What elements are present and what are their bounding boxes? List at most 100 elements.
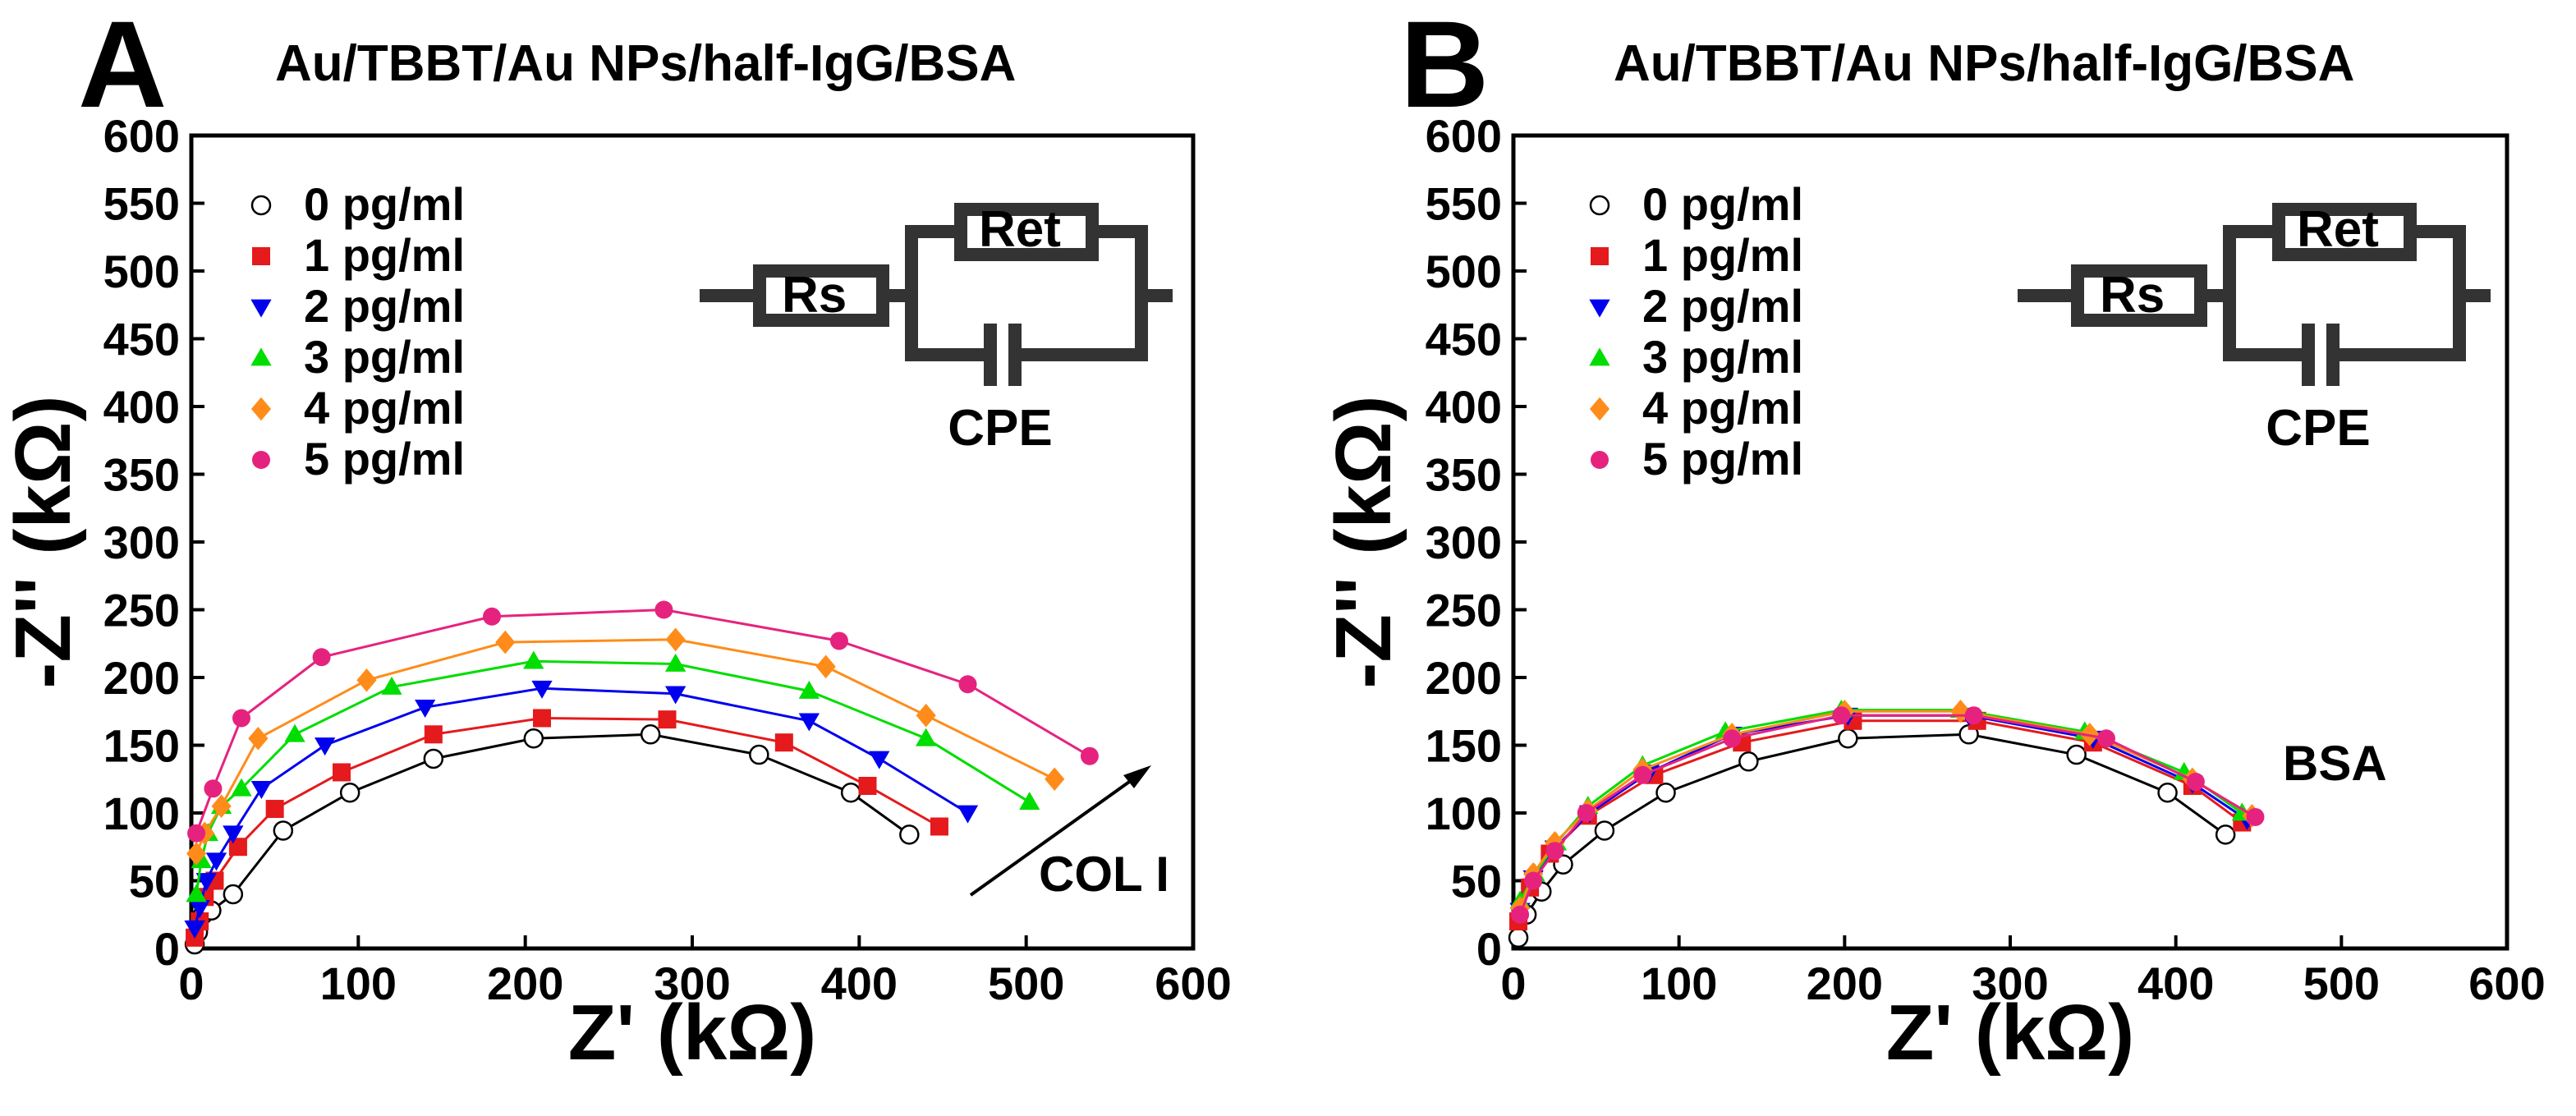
panel-b-y-tick-label-1: 50 xyxy=(1451,856,1502,907)
panel-a: A Au/TBBT/Au NPs/half-IgG/BSA 0 100 200 300… xyxy=(0,0,1232,1077)
legend-b-label-4: 4 pg/ml xyxy=(1642,382,1803,434)
panel-b-x-tick-label-6: 600 xyxy=(2468,958,2545,1009)
panel-a-ticks: 0 100 200 300 400 500 600 0 50 100 150 200 250 300 350… xyxy=(103,110,1232,1009)
panel-b-series-0-point-6 xyxy=(1738,751,1759,772)
panel-a-series-2-point-11 xyxy=(869,751,890,769)
panel-b-series-0-point-0 xyxy=(1508,927,1529,948)
panel-a-series-2-point-5 xyxy=(250,780,273,799)
legend-a-label-3: 3 pg/ml xyxy=(304,331,465,383)
panel-b-series-0-point-11 xyxy=(2215,824,2236,845)
panel-a-series-3-point-7 xyxy=(523,650,544,669)
panel-a-x-tick-label-2: 200 xyxy=(487,958,563,1009)
panel-a-y-tick-label-10: 500 xyxy=(103,246,180,297)
panel-a-y-axis-label: -Z'' (kΩ) xyxy=(0,395,87,688)
panel-b-y-tick-label-5: 250 xyxy=(1426,585,1502,636)
panel-b-series-0-line xyxy=(1517,733,2227,939)
panel-a-legend-marker-5 xyxy=(252,451,270,469)
panel-a-legend-marker-2 xyxy=(250,299,272,318)
panel-b-series-0-point-5 xyxy=(1655,783,1676,803)
panel-b-series-5-point-6 xyxy=(1832,706,1851,725)
panel-b-equivalent-circuit: Rs Ret CPE xyxy=(2018,201,2491,457)
panel-b-y-tick-label-2: 100 xyxy=(1426,788,1502,839)
panel-a-series-3-line xyxy=(195,659,1031,895)
panel-a-series-4-point-8 xyxy=(916,703,936,728)
panel-b-series-5-point-4 xyxy=(1633,765,1652,784)
panel-b-series-5-point-0 xyxy=(1511,905,1530,924)
panel-a-series-2-point-6 xyxy=(315,737,336,756)
panel-b-y-tick-label-10: 500 xyxy=(1426,246,1502,297)
panel-a-series-5-point-0 xyxy=(187,824,206,843)
panel-a-series-3-point-10 xyxy=(916,728,937,746)
panel-b-series-0-point-9 xyxy=(2066,744,2087,765)
panel-a-series-0-point-5 xyxy=(273,820,294,841)
panel-b-series-5-point-2 xyxy=(1545,842,1564,861)
panel-a-legend-marker-3 xyxy=(250,347,272,366)
panel-b-x-axis-label: Z' (kΩ) xyxy=(1886,989,2134,1077)
circuit-b-branch-right xyxy=(2331,225,2466,361)
circuit-a-ret-label: Ret xyxy=(979,201,1061,258)
panel-a-y-tick-label-0: 0 xyxy=(154,923,180,975)
legend-a-label-4: 4 pg/ml xyxy=(304,382,465,434)
panel-a-letter: A xyxy=(78,0,167,133)
panel-b-series-0-point-7 xyxy=(1838,728,1858,749)
panel-a-series-0-point-9 xyxy=(640,724,661,745)
panel-a-series-2-point-9 xyxy=(665,686,686,705)
panel-a-series-2-point-4 xyxy=(223,825,244,844)
panel-a-series-1-point-7 xyxy=(424,725,443,744)
panel-a-y-tick-label-6: 300 xyxy=(103,517,180,568)
panel-a-legend-markers xyxy=(250,195,272,469)
panel-a-legend-marker-1 xyxy=(252,247,270,265)
panel-b-legend-marker-4 xyxy=(1589,397,1610,421)
panel-a-series-1-point-12 xyxy=(930,817,948,836)
panel-b-legend: 0 pg/ml 1 pg/ml 2 pg/ml 3 pg/ml 4 pg/ml … xyxy=(1589,178,1803,485)
panel-a-series-4-point-3 xyxy=(248,726,269,751)
panel-b-y-tick-label-7: 350 xyxy=(1426,449,1502,501)
panel-b-series xyxy=(1508,699,2265,948)
panel-a-equivalent-circuit: Rs Ret CPE xyxy=(700,201,1173,457)
panel-b-y-tick-label-6: 300 xyxy=(1426,517,1502,568)
panel-a-series-2-point-1 xyxy=(189,900,210,919)
panel-b-y-tick-label-0: 0 xyxy=(1476,923,1502,975)
panel-a-series-4-point-0 xyxy=(186,842,207,866)
panel-a-legend-marker-0 xyxy=(250,195,272,216)
panel-b-x-tick-label-2: 200 xyxy=(1807,958,1883,1009)
panel-a-y-tick-label-9: 450 xyxy=(103,314,180,365)
panel-a-series-4-line xyxy=(195,638,1055,855)
panel-a-x-tick-label-1: 100 xyxy=(320,958,397,1009)
panel-a-series-2-point-12 xyxy=(957,805,979,824)
panel-a-series-2-point-0 xyxy=(184,920,205,939)
panel-b-title: Au/TBBT/Au NPs/half-IgG/BSA xyxy=(1614,35,2354,92)
circuit-a-rs-label: Rs xyxy=(782,267,847,324)
panel-a-y-tick-label-11: 550 xyxy=(103,178,180,230)
panel-b-y-tick-label-8: 400 xyxy=(1426,381,1502,433)
panel-a-x-tick-label-5: 500 xyxy=(988,958,1064,1009)
panel-a-series-3-point-9 xyxy=(798,680,820,699)
panel-a-series-3-point-5 xyxy=(284,723,305,742)
panel-a-series-5-point-8 xyxy=(1080,746,1099,765)
legend-b-label-0: 0 pg/ml xyxy=(1642,178,1803,230)
panel-b-series-5-point-1 xyxy=(1524,871,1543,890)
panel-a-series-3-point-6 xyxy=(381,676,402,695)
col-i-label: COL I xyxy=(1039,847,1169,902)
panel-b-x-tick-label-1: 100 xyxy=(1641,958,1717,1009)
circuit-a-branch-right xyxy=(1013,225,1148,361)
panel-a-series-3-point-0 xyxy=(186,884,207,902)
panel-a-series-3-point-11 xyxy=(1019,792,1040,811)
panel-a-y-tick-label-1: 50 xyxy=(129,856,180,907)
panel-a-series xyxy=(184,600,1099,955)
panel-a-series-4-point-4 xyxy=(356,668,377,692)
panel-b-series-5-point-9 xyxy=(2186,773,2205,792)
legend-b-label-5: 5 pg/ml xyxy=(1642,433,1803,485)
panel-b-x-tick-label-0: 0 xyxy=(1500,958,1526,1009)
panel-a-series-5-point-3 xyxy=(312,648,331,667)
panel-a-series-0-point-8 xyxy=(523,728,544,749)
col-i-arrow-head xyxy=(1123,765,1151,788)
circuit-b-ret-label: Ret xyxy=(2297,201,2379,258)
panel-a-series-1-point-5 xyxy=(265,800,284,819)
circuit-b-branch-left xyxy=(2223,225,2310,361)
panel-b: B Au/TBBT/Au NPs/half-IgG/BSA 0 100 200 300… xyxy=(1320,0,2546,1077)
legend-a-label-0: 0 pg/ml xyxy=(304,178,465,230)
panel-a-series-0-point-6 xyxy=(339,783,360,803)
panel-b-x-tick-label-4: 400 xyxy=(2137,958,2214,1009)
panel-a-series-1-line xyxy=(193,716,940,939)
